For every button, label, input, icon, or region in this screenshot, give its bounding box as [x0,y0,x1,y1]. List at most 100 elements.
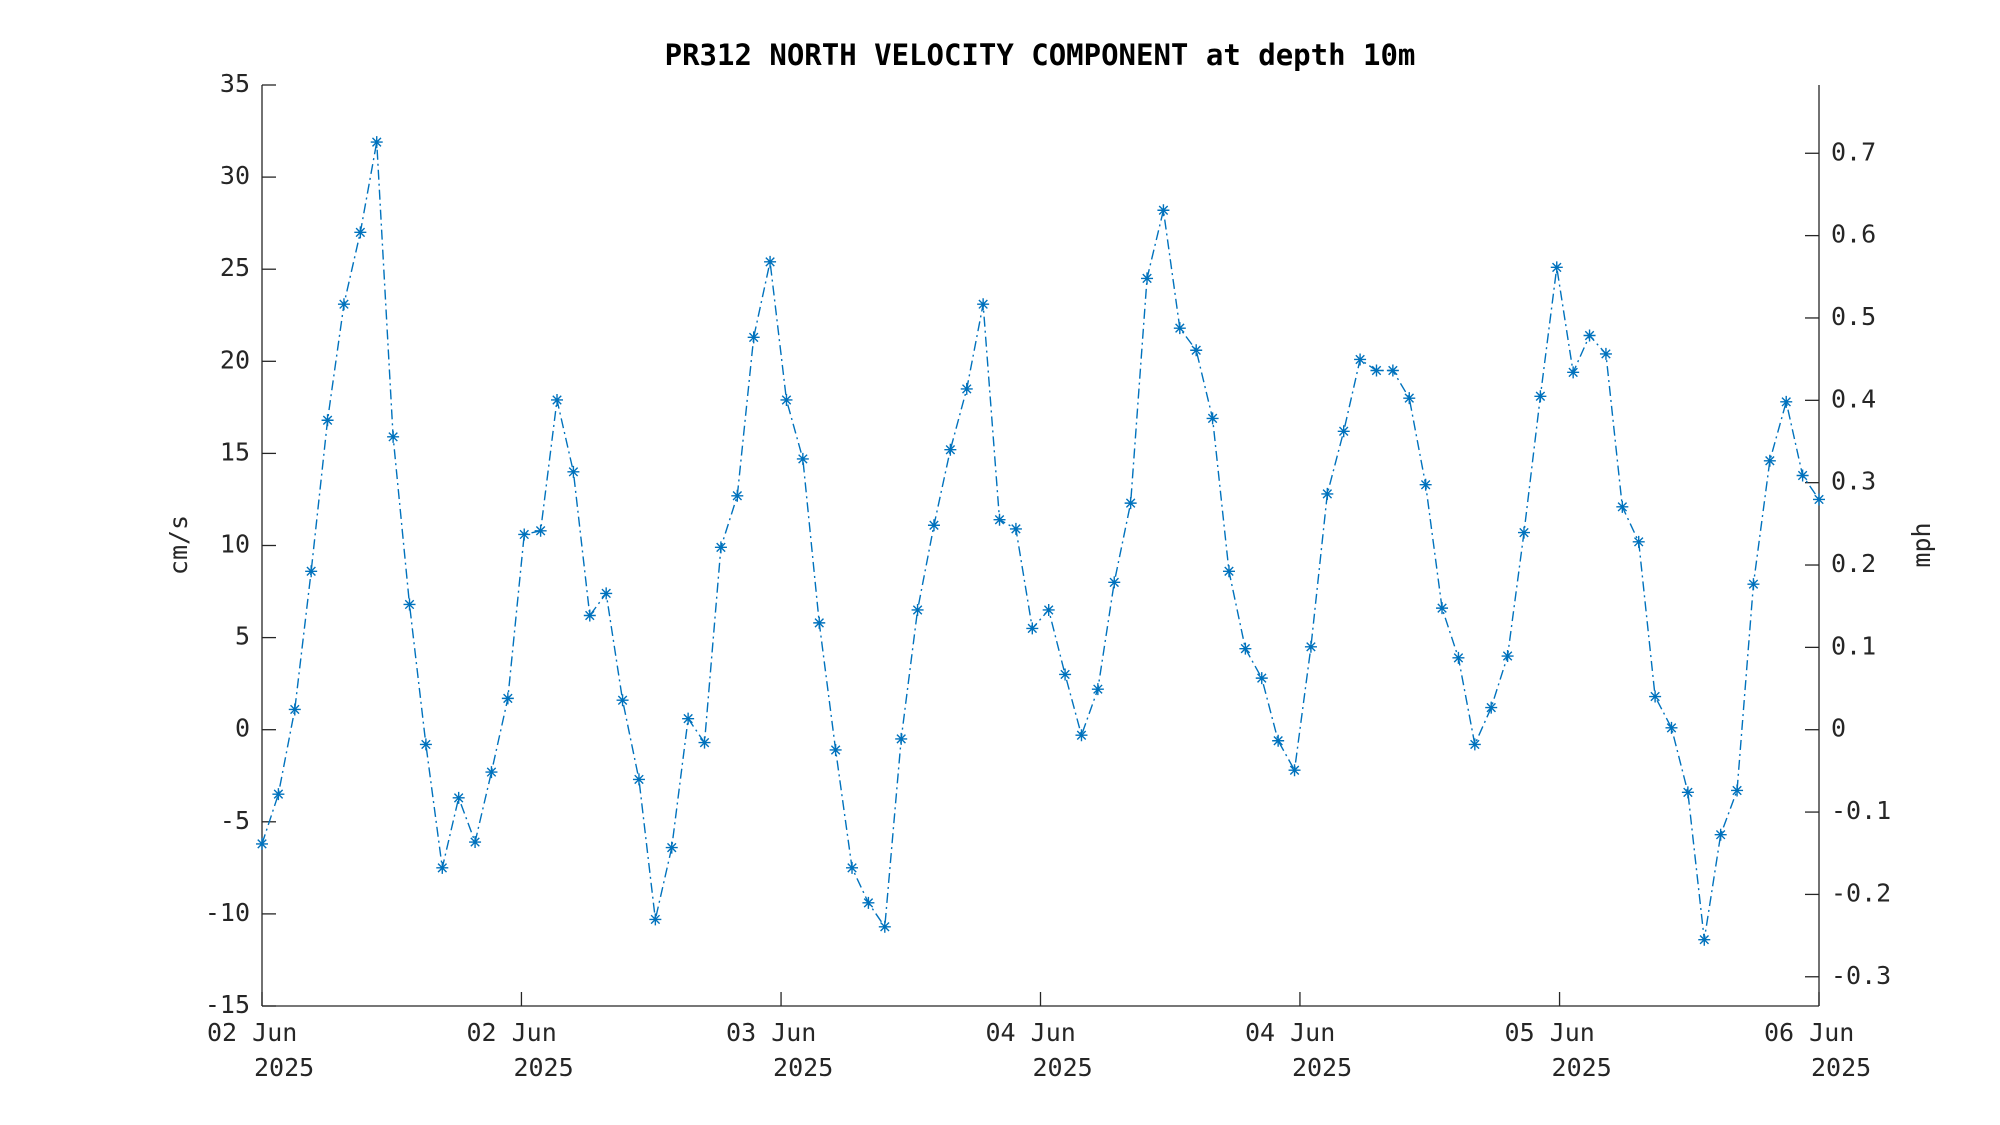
data-point [272,788,285,801]
data-point [403,598,416,611]
data-point [501,692,514,705]
y-tick-label: 25 [220,253,250,282]
data-point [1485,701,1498,714]
y-tick-label: 35 [220,69,250,98]
data-point [1616,500,1629,513]
data-point [1681,786,1694,799]
data-point [1288,764,1301,777]
data-point [1157,204,1170,217]
x-tick-label: 05 Jun 2025 [1505,1018,1612,1082]
data-line [261,141,1820,940]
data-point [1206,412,1219,425]
data-point [1255,672,1268,685]
data-point [469,836,482,849]
data-point [993,513,1006,526]
data-point [1813,493,1825,506]
data-point [1222,565,1235,578]
x-tick-label-line: 2025 [1292,1053,1352,1082]
x-tick-label: 02 Jun 2025 [207,1018,314,1082]
y-tick-label: 20 [220,345,250,374]
data-point [1190,344,1203,357]
y-tick-label: 30 [220,161,250,190]
data-point [518,528,531,541]
data-point [1583,329,1596,342]
data-point [354,226,367,239]
data-point [878,920,891,933]
x-tick-label-line: 03 Jun [726,1018,816,1047]
y2-tick-label: 0.4 [1831,384,1876,413]
data-point [1321,487,1334,500]
x-tick-label-line: 04 Jun [1245,1018,1335,1047]
data-point [1468,738,1481,751]
data-point [846,861,859,874]
x-tick-label-line: 2025 [1552,1053,1612,1082]
x-tick-label-line: 2025 [513,1053,573,1082]
y-tick-label: 15 [220,437,250,466]
y2-tick-label: -0.2 [1831,878,1891,907]
data-point [567,465,580,478]
x-tick-label-line: 06 Jun [1764,1018,1854,1047]
x-tick-label: 04 Jun 2025 [1245,1018,1352,1082]
data-point [747,331,760,344]
y2-tick-label: 0.6 [1831,220,1876,249]
x-tick-label-line: 02 Jun [207,1018,297,1047]
data-point [370,136,383,149]
data-point [1517,526,1530,539]
data-point [1059,668,1072,681]
x-tick-label-line: 2025 [254,1053,314,1082]
data-point [1436,602,1449,615]
y2-tick-label: 0.2 [1831,549,1876,578]
data-point [256,837,268,850]
data-point [1747,578,1760,591]
y2-tick-label: -0.3 [1831,961,1891,990]
data-point [1632,535,1645,548]
data-point [1173,322,1186,335]
data-point [1042,603,1055,616]
x-tick-label: 06 Jun 2025 [1764,1018,1871,1082]
x-tick-label-line: 05 Jun [1505,1018,1595,1047]
data-point [1567,366,1580,379]
data-point [1731,784,1744,797]
data-point [419,738,432,751]
data-point [813,616,826,629]
y2-tick-label: 0 [1831,714,1846,743]
data-point [1534,390,1547,403]
data-point [1009,522,1022,535]
data-point [698,736,711,749]
data-point [1550,261,1563,274]
data-point [1714,828,1727,841]
data-point [1386,364,1399,377]
data-point [1796,469,1809,482]
data-point [616,694,629,707]
data-point [665,841,678,854]
data-point [1403,392,1416,405]
data-point [600,587,613,600]
y-tick-label: -5 [220,806,250,835]
data-point [1108,576,1121,589]
data-point [714,541,727,554]
chart-title: PR312 NORTH VELOCITY COMPONENT at depth … [665,38,1416,72]
data-point [551,393,564,406]
data-point [731,489,744,502]
x-tick-label-line: 02 Jun [466,1018,556,1047]
data-point [534,524,547,537]
data-point [1354,353,1367,366]
data-point [452,791,465,804]
y2-tick-label: 0.3 [1831,467,1876,496]
data-point [1649,690,1662,703]
data-point [1452,651,1465,664]
data-point [436,861,449,874]
data-point [977,298,990,311]
data-point [1501,650,1514,663]
x-tick-label-line: 2025 [1811,1053,1871,1082]
data-point [1698,933,1711,946]
data-point [780,393,793,406]
data-point [960,382,973,395]
y2-tick-label: 0.1 [1831,631,1876,660]
y-axis-label: cm/s [164,515,193,575]
data-point [649,913,662,926]
data-point [321,414,334,427]
data-point [1665,721,1678,734]
data-point [1124,497,1137,510]
